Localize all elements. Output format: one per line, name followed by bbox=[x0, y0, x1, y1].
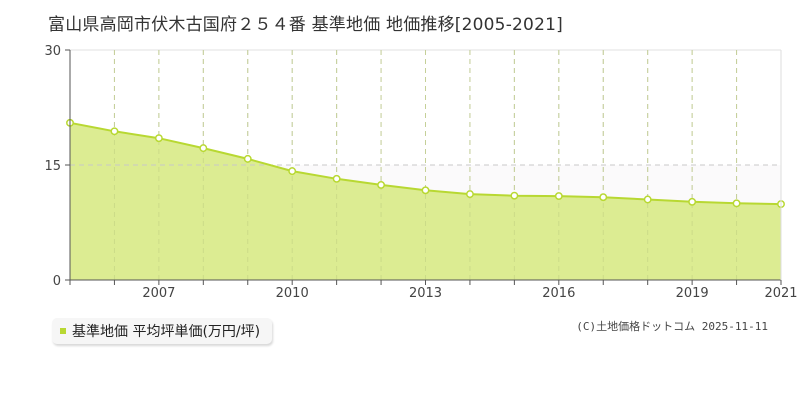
data-point-2006[interactable] bbox=[110, 127, 119, 136]
data-point-2012[interactable] bbox=[377, 180, 386, 189]
svg-text:30: 30 bbox=[44, 44, 61, 59]
svg-text:2007: 2007 bbox=[142, 286, 175, 301]
svg-text:2013: 2013 bbox=[409, 286, 442, 301]
chart-title: 富山県高岡市伏木古国府２５４番 基準地価 地価推移[2005-2021] bbox=[48, 15, 563, 35]
svg-text:15: 15 bbox=[44, 159, 61, 174]
y-axis-ticks: 0 15 30 bbox=[44, 44, 70, 289]
data-markers bbox=[66, 118, 785, 209]
vertical-gridlines-over-area bbox=[113, 50, 738, 280]
data-point-2008[interactable] bbox=[199, 144, 208, 153]
svg-text:2010: 2010 bbox=[276, 286, 309, 301]
data-point-2015[interactable] bbox=[510, 191, 519, 200]
x-axis-ticks: 2007 2010 2013 2016 2019 2021 bbox=[69, 280, 798, 301]
data-point-2009[interactable] bbox=[243, 154, 252, 163]
legend-swatch-icon bbox=[60, 328, 66, 334]
data-point-2016[interactable] bbox=[554, 192, 563, 201]
data-point-2020[interactable] bbox=[732, 199, 741, 208]
data-point-2010[interactable] bbox=[288, 167, 297, 176]
svg-text:0: 0 bbox=[53, 274, 61, 289]
svg-text:2019: 2019 bbox=[676, 286, 709, 301]
svg-text:2021: 2021 bbox=[764, 286, 797, 301]
legend-label: 基準地価 平均坪単価(万円/坪) bbox=[72, 324, 261, 340]
data-point-2011[interactable] bbox=[332, 174, 341, 183]
svg-text:2016: 2016 bbox=[542, 286, 575, 301]
data-point-2018[interactable] bbox=[643, 195, 652, 204]
legend[interactable]: 基準地価 平均坪単価(万円/坪) bbox=[52, 318, 273, 344]
data-point-2019[interactable] bbox=[688, 197, 697, 206]
data-point-2007[interactable] bbox=[154, 134, 163, 143]
data-point-2013[interactable] bbox=[421, 186, 430, 195]
data-point-2014[interactable] bbox=[465, 190, 474, 199]
data-point-2017[interactable] bbox=[599, 193, 608, 202]
copyright-credit: (C)土地価格ドットコム 2025-11-11 bbox=[576, 320, 768, 333]
